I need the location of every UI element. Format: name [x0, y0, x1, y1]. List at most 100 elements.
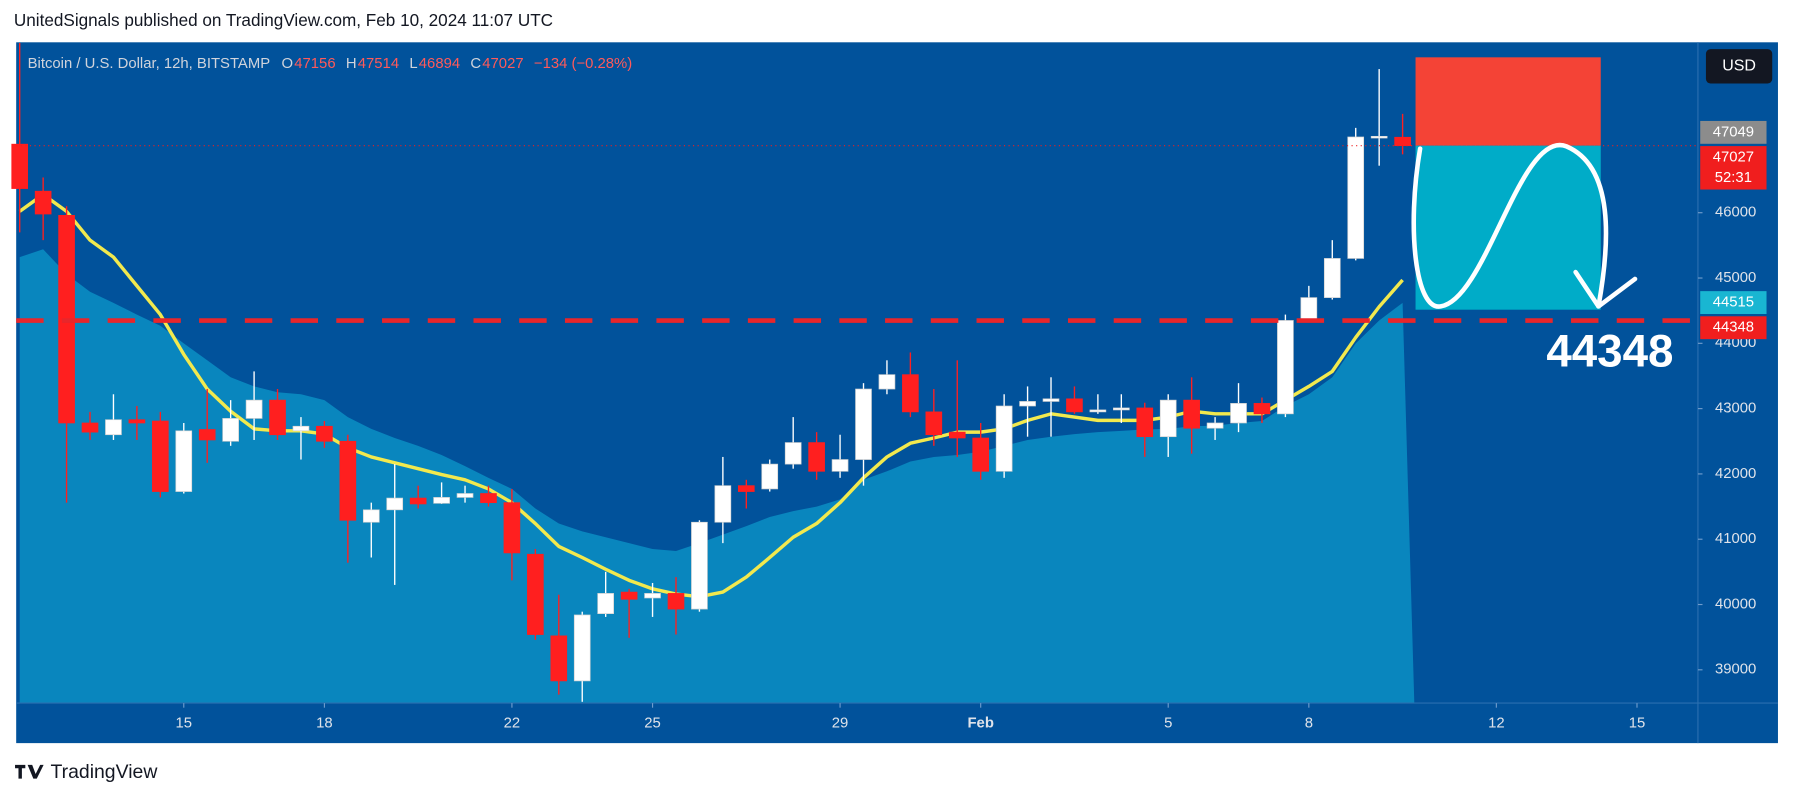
ohlc-value: 46894 — [419, 56, 460, 72]
y-tick-label: 39000 — [1715, 662, 1756, 678]
candle-body — [362, 509, 380, 523]
candle-body — [269, 399, 286, 436]
candle-body — [1019, 401, 1036, 407]
price-countdown: 52:31 — [1715, 170, 1752, 186]
candle-body — [1183, 399, 1200, 429]
candle-body — [1136, 407, 1154, 438]
x-tick-label: 22 — [504, 716, 521, 732]
ohlc-key: C — [470, 56, 481, 72]
candle-body — [11, 143, 29, 189]
candle-body — [222, 418, 239, 442]
candle-body — [550, 635, 568, 682]
x-tick-label: 12 — [1488, 716, 1505, 732]
candle-body — [1300, 297, 1318, 321]
y-tick-label: 45000 — [1715, 270, 1756, 286]
price-label: 47049 — [1713, 124, 1754, 140]
candle-body — [1347, 136, 1365, 259]
annotation: 44348 — [1546, 325, 1673, 376]
y-tick-label: 42000 — [1715, 466, 1756, 482]
x-tick-label: 25 — [644, 716, 661, 732]
candle-body — [1159, 399, 1177, 438]
candle-body — [1206, 422, 1224, 429]
candle-body — [433, 497, 450, 504]
x-tick-label: 15 — [176, 716, 193, 732]
price-label-box — [1700, 120, 1767, 144]
candle-body — [152, 420, 169, 492]
candle-body — [761, 463, 779, 490]
ohlc-change: −134 (−0.28%) — [534, 56, 632, 72]
candle-body — [456, 493, 474, 498]
price-label-box — [1700, 316, 1767, 340]
candle-body — [714, 485, 732, 523]
logo-mark — [15, 764, 44, 779]
candle-body — [831, 459, 849, 472]
candle-body — [1066, 398, 1083, 413]
footer-logo — [15, 764, 44, 779]
position-stop-zone — [1415, 57, 1601, 146]
candle-body — [409, 497, 427, 505]
drawn-arrow — [1411, 142, 1609, 309]
ohlc-key: L — [409, 56, 417, 72]
candle-body — [878, 374, 896, 390]
candle-body — [316, 425, 333, 442]
candle-body — [503, 502, 521, 554]
footer-brand: TradingView — [50, 761, 158, 783]
candle-body — [198, 429, 216, 441]
y-tick-label: 40000 — [1715, 596, 1756, 612]
candle-body — [1230, 403, 1247, 424]
candle-body — [784, 442, 802, 465]
candle-body — [292, 425, 310, 432]
ohlc-key: H — [346, 56, 357, 72]
candle-body — [995, 405, 1013, 472]
candle-body — [737, 485, 755, 492]
candle-body — [972, 437, 990, 472]
candle-body — [1323, 258, 1341, 298]
drawn-arrowhead — [1573, 269, 1638, 309]
ohlc-value: 47027 — [482, 56, 523, 72]
y-tick-label: 46000 — [1715, 205, 1756, 221]
candle-body — [128, 419, 146, 424]
candle-body — [1042, 398, 1060, 402]
y-tick-label: 41000 — [1715, 531, 1756, 547]
candle-body — [386, 497, 404, 511]
currency-button[interactable] — [1705, 49, 1773, 84]
x-tick-label: 8 — [1305, 716, 1313, 732]
ma-area — [19, 249, 1415, 704]
candle-body — [527, 553, 544, 635]
ohlc-value: 47156 — [294, 56, 335, 72]
x-tick-label: 5 — [1164, 716, 1172, 732]
price-label-box — [1700, 291, 1767, 315]
candle-body — [339, 440, 357, 521]
candle-body — [245, 399, 263, 419]
candle-body — [948, 431, 966, 439]
candle-body — [480, 493, 497, 503]
candle-body — [620, 591, 638, 600]
price-label: 47027 — [1713, 149, 1754, 165]
price-label: 44515 — [1713, 294, 1754, 310]
candle-body — [925, 411, 943, 436]
candle-body — [573, 614, 591, 682]
candle-body — [175, 430, 193, 492]
price-label: 44348 — [1713, 320, 1754, 336]
candle-body — [1394, 136, 1411, 147]
candle-body — [902, 374, 919, 413]
candle-body — [691, 521, 708, 610]
y-tick-label: 44000 — [1715, 335, 1756, 351]
candle-body — [105, 419, 122, 436]
candle-body — [1370, 135, 1388, 139]
x-tick-label: 15 — [1629, 716, 1646, 732]
candle-body — [644, 593, 661, 599]
drawing-layer: 44348 — [16, 57, 1698, 376]
currency-button-label[interactable]: USD — [1722, 58, 1756, 75]
y-tick-label: 43000 — [1715, 401, 1756, 417]
position-target-zone — [1415, 145, 1601, 310]
candle-body — [81, 422, 99, 433]
chart-title: Bitcoin / U.S. Dollar, 12h, BITSTAMP — [28, 56, 271, 72]
candle-body — [667, 593, 685, 610]
candle-body — [808, 442, 825, 472]
ohlc-key: O — [282, 56, 294, 72]
candle-body — [1113, 407, 1130, 411]
ohlc-value: 47514 — [358, 56, 399, 72]
